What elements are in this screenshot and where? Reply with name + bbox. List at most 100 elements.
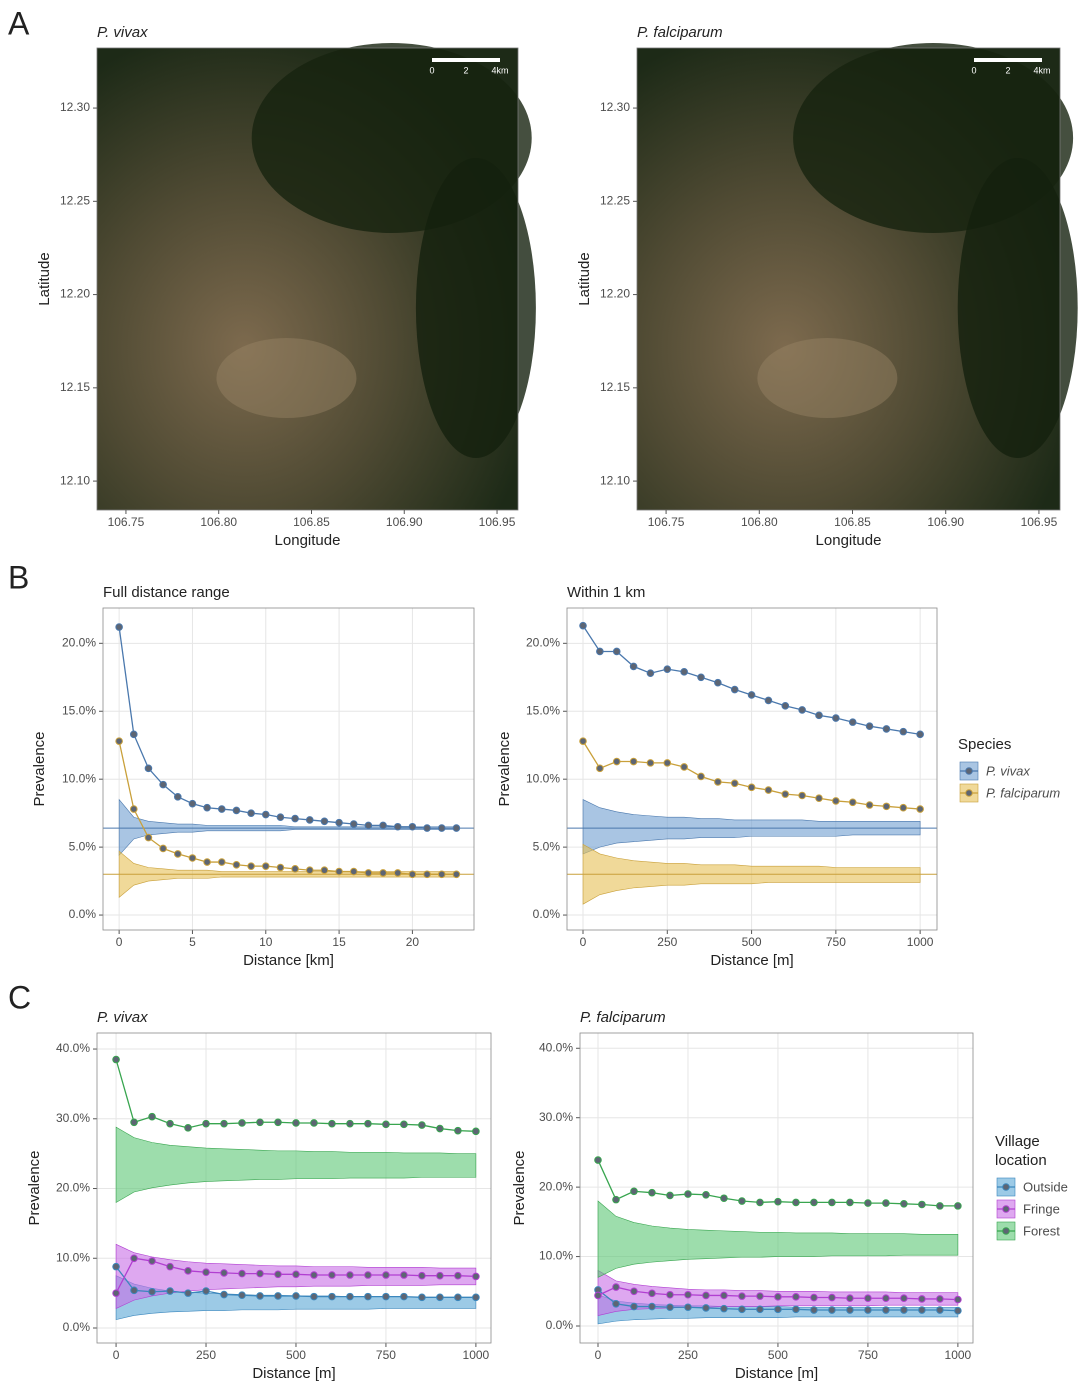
data-point <box>238 1291 246 1300</box>
data-point <box>159 780 167 789</box>
data-point <box>400 1292 408 1301</box>
data-point <box>203 803 211 812</box>
x-tick-label: 106.75 <box>648 515 685 529</box>
data-point <box>663 665 672 673</box>
data-point <box>810 1306 818 1314</box>
data-point <box>630 1187 638 1196</box>
y-tick-label: 20.0% <box>56 1181 90 1195</box>
data-point <box>472 1272 480 1281</box>
data-point <box>220 1119 228 1128</box>
data-point <box>379 821 387 830</box>
data-point <box>596 764 604 773</box>
y-tick-label: 15.0% <box>62 703 96 717</box>
data-point <box>594 1156 602 1164</box>
data-point <box>112 1055 120 1064</box>
data-point <box>437 870 446 879</box>
data-point <box>864 1294 872 1303</box>
data-point <box>738 1292 746 1300</box>
data-point <box>899 727 908 736</box>
x-tick-label: 15 <box>332 935 346 949</box>
data-point <box>454 1293 462 1302</box>
data-point <box>130 1286 138 1295</box>
data-point <box>747 691 756 699</box>
data-point <box>364 1292 372 1301</box>
chart-title: Within 1 km <box>567 584 645 601</box>
x-tick-label: 250 <box>196 1348 216 1362</box>
data-point <box>144 764 153 773</box>
data-point <box>680 763 688 771</box>
legend-key-point <box>1002 1205 1010 1213</box>
plot-frame <box>579 1032 974 1344</box>
x-axis-title: Longitude <box>275 532 341 549</box>
data-point <box>666 1191 674 1200</box>
data-point <box>730 685 739 694</box>
data-point <box>276 813 285 822</box>
data-point <box>666 1303 674 1312</box>
data-point <box>882 1306 890 1314</box>
data-point <box>166 1119 174 1128</box>
data-point <box>328 1292 336 1301</box>
data-point <box>684 1303 692 1312</box>
data-point <box>173 793 182 801</box>
data-point <box>472 1127 480 1136</box>
y-axis-title: Prevalence <box>26 1150 43 1225</box>
y-tick-label: 12.30 <box>600 100 630 114</box>
data-point <box>747 783 756 792</box>
data-point <box>579 621 587 630</box>
legend-title: Species <box>958 736 1011 753</box>
x-tick-label: 1000 <box>907 935 934 949</box>
y-tick-label: 12.10 <box>600 473 630 487</box>
data-point <box>684 1290 692 1299</box>
data-point <box>612 647 621 656</box>
x-tick-label: 500 <box>768 1348 788 1362</box>
y-tick-label: 10.0% <box>526 771 560 785</box>
data-point <box>594 1291 602 1300</box>
y-tick-label: 10.0% <box>539 1249 573 1263</box>
data-point <box>882 1294 890 1303</box>
x-tick-label: 106.95 <box>479 515 516 529</box>
y-tick-label: 12.15 <box>60 380 90 394</box>
x-tick-label: 106.85 <box>293 515 330 529</box>
data-point <box>232 860 241 869</box>
data-point <box>144 833 153 842</box>
data-point <box>882 725 891 733</box>
data-point <box>579 737 587 745</box>
data-point <box>436 1124 444 1133</box>
panel-label: B <box>8 559 29 595</box>
data-point <box>916 730 924 739</box>
data-point <box>129 805 138 813</box>
data-point <box>702 1304 710 1312</box>
data-point <box>630 1302 638 1311</box>
data-point <box>148 1112 156 1121</box>
terrain <box>757 338 898 418</box>
legend-label: P. falciparum <box>986 785 1060 800</box>
data-point <box>648 1188 656 1197</box>
legend-label: Fringe <box>1023 1201 1060 1216</box>
data-point <box>828 1198 836 1207</box>
data-point <box>400 1120 408 1129</box>
data-point <box>202 1268 210 1277</box>
scale-label: 2 <box>463 65 468 75</box>
x-axis-title: Distance [m] <box>252 1365 335 1382</box>
data-point <box>472 1293 480 1302</box>
data-point <box>697 772 705 781</box>
data-point <box>364 869 373 877</box>
terrain <box>957 158 1078 458</box>
x-tick-label: 750 <box>858 1348 878 1362</box>
x-tick-label: 1000 <box>463 1348 490 1362</box>
x-tick-label: 0 <box>595 1348 602 1362</box>
data-point <box>203 858 211 866</box>
data-point <box>130 1254 138 1263</box>
data-point <box>382 1120 390 1129</box>
legend-title: location <box>995 1152 1047 1169</box>
data-point <box>436 1271 444 1280</box>
data-point <box>720 1194 728 1203</box>
x-tick-label: 10 <box>259 935 273 949</box>
data-point <box>166 1262 174 1271</box>
data-point <box>256 1118 264 1127</box>
x-tick-label: 106.75 <box>108 515 145 529</box>
data-point <box>612 1195 620 1204</box>
scale-label: 2 <box>1005 65 1010 75</box>
x-tick-label: 250 <box>678 1348 698 1362</box>
data-point <box>846 1198 854 1207</box>
